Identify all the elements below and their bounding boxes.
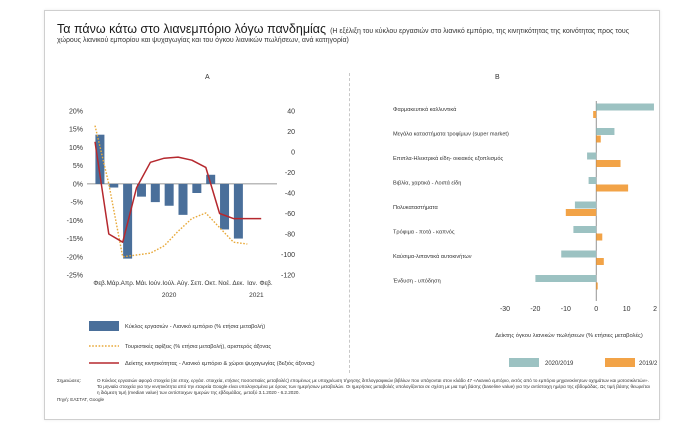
category-label: Φαρμακευτικά καλλυντικά: [393, 106, 457, 113]
x-tick-label: Μάι.: [135, 279, 147, 287]
bar-2019-2018: [596, 282, 598, 290]
left-tick-label: -15%: [67, 236, 83, 243]
bar-2019-2018: [596, 258, 604, 265]
left-tick-label: -5%: [71, 200, 83, 207]
bar-2019-2018: [565, 209, 597, 216]
category-label: Τρόφιμα - ποτά - καπνός: [393, 229, 455, 236]
turnover-bar: [150, 183, 160, 203]
x-tick-label: Ιούν.: [149, 279, 163, 287]
left-tick-label: 5%: [73, 163, 83, 170]
legend-label: Κύκλος εργασιών - Λιανικό εμπόριο (% ετή…: [125, 323, 265, 330]
bar-2019-2018: [596, 160, 621, 167]
x-tick-label: Φεβ.: [93, 280, 106, 287]
x-tick-label: 0: [594, 306, 598, 313]
x-tick-label: Μάρ.: [107, 279, 121, 287]
category-label: Μεγάλα καταστήματα τροφίμων (super marke…: [393, 131, 509, 138]
x-tick-label: Αύγ.: [177, 279, 190, 287]
title-subtitle: (Η εξέλιξη του κύκλου εργασιών στο λιανι…: [57, 28, 630, 44]
x-tick-label: Νοέ.: [218, 279, 231, 287]
panel-b-label: B: [495, 74, 500, 81]
right-tick-label: 40: [287, 109, 295, 116]
legend-turnover-swatch: [89, 321, 119, 331]
turnover-bar: [95, 134, 105, 184]
category-label: Πολυκαταστήματα: [393, 204, 438, 211]
legend-label: Τουριστικές αφίξεις (% ετήσια μεταβολή),…: [125, 343, 271, 350]
figure-title: Τα πάνω κάτω στο λιανεμπόριο λόγω πανδημ…: [57, 22, 647, 45]
note-1: Ο Κύκλος εργασιών αφορά στοιχεία (σε επο…: [97, 378, 649, 383]
x-tick-label: Απρ.: [121, 280, 135, 287]
right-tick-label: -80: [285, 232, 295, 239]
left-tick-label: 20%: [69, 109, 83, 116]
bar-2019-2018: [596, 135, 601, 143]
bar-2020-2019: [561, 250, 597, 258]
x-tick-label: Σεπ.: [190, 280, 203, 287]
x-tick-label: -30: [500, 306, 510, 313]
bar-2020-2019: [574, 201, 597, 209]
notes-label: Σημειώσεις:: [57, 378, 82, 383]
legend-2019-swatch: [605, 358, 635, 367]
left-tick-label: -10%: [67, 218, 83, 225]
turnover-bar: [164, 183, 174, 206]
category-label: Επιπλα-Ηλεκτρικά είδη- οικιακός εξοπλισμ…: [393, 155, 503, 162]
turnover-bar: [233, 183, 243, 239]
bar-2019-2018: [596, 233, 603, 241]
turnover-bar: [206, 174, 216, 184]
x-tick-label: Ιούλ.: [162, 279, 176, 287]
bar-2020-2019: [535, 275, 597, 282]
right-tick-label: -60: [285, 211, 295, 218]
bar-2020-2019: [596, 103, 654, 111]
x-tick-label: Ιαν.: [247, 280, 258, 287]
x-tick-label: Οκτ.: [205, 280, 218, 287]
legend-2020-label: 2020/2019: [545, 361, 574, 367]
bar-2019-2018: [593, 111, 597, 118]
bar-2020-2019: [587, 152, 597, 160]
left-tick-label: -25%: [67, 273, 83, 280]
right-tick-label: 0: [291, 150, 295, 157]
turnover-bar: [192, 183, 202, 193]
x-tick-label: Φεβ.: [259, 280, 272, 287]
x-tick-label: -20: [530, 306, 540, 313]
turnover-bar: [109, 183, 119, 188]
turnover-bar: [178, 183, 188, 215]
x-tick-label: 10: [623, 306, 631, 313]
category-label: Ένδυση - υπόδηση: [392, 278, 441, 285]
right-tick-label: 20: [287, 129, 295, 136]
tourism-line: [94, 125, 248, 258]
bar-2020-2019: [573, 226, 597, 233]
bar-2020-2019: [588, 177, 597, 184]
chart-a: 20% 15% 10% 5% 0% -5% -10% -15% -20% -25% 40 20 0 -20…: [67, 109, 315, 368]
legend-label: Δείκτης κινητικότητας - Λιανικό εμπόριο …: [125, 360, 315, 367]
bar-2020-2019: [596, 128, 615, 135]
x-tick-label: 20: [653, 306, 657, 313]
left-tick-label: 10%: [69, 145, 83, 152]
right-tick-label: -20: [285, 170, 295, 177]
mobility-line: [94, 141, 262, 243]
left-tick-label: 0%: [73, 181, 83, 188]
figure-frame: Τα πάνω κάτω στο λιανεμπόριο λόγω πανδημ…: [44, 10, 660, 420]
right-tick-label: -120: [281, 273, 295, 280]
category-label: Βιβλία, χαρτικά - Λοιπά είδη: [393, 180, 461, 187]
turnover-bar: [220, 183, 230, 230]
title-main: Τα πάνω κάτω στο λιανεμπόριο λόγω πανδημ…: [57, 22, 327, 36]
turnover-bar: [136, 183, 146, 197]
left-tick-label: -20%: [67, 254, 83, 261]
x-tick-label: Δεκ.: [232, 280, 244, 287]
year-label-2021: 2021: [249, 292, 264, 299]
year-label-2020: 2020: [162, 292, 177, 299]
left-tick-label: 15%: [69, 127, 83, 134]
source-note: Πηγή: ΕΛΣΤΑΤ, Google: [57, 396, 105, 402]
right-tick-label: -100: [281, 252, 295, 259]
x-axis-label: Δείκτης όγκου λιανικών πωλήσεων (% ετήσι…: [495, 332, 643, 339]
chart-b: Φαρμακευτικά καλλυντικά Μεγάλα καταστήματ…: [392, 101, 657, 367]
bar-2019-2018: [596, 184, 629, 192]
note-2: Τα μηνιαία στοιχεία για την κινητικότητα…: [97, 384, 650, 396]
legend-2020-swatch: [509, 358, 539, 367]
category-label: Καύσιμα-λιπαντικά αυτοκινήτων: [393, 253, 472, 260]
panel-a-label: A: [205, 74, 210, 81]
notes: Σημειώσεις: Ο Κύκλος εργασιών αφορά στοιχ…: [57, 378, 653, 403]
x-tick-label: -10: [561, 306, 571, 313]
legend-2019-label: 2019/2018: [639, 361, 657, 367]
panel-divider: [349, 73, 350, 373]
right-tick-label: -40: [285, 191, 295, 198]
